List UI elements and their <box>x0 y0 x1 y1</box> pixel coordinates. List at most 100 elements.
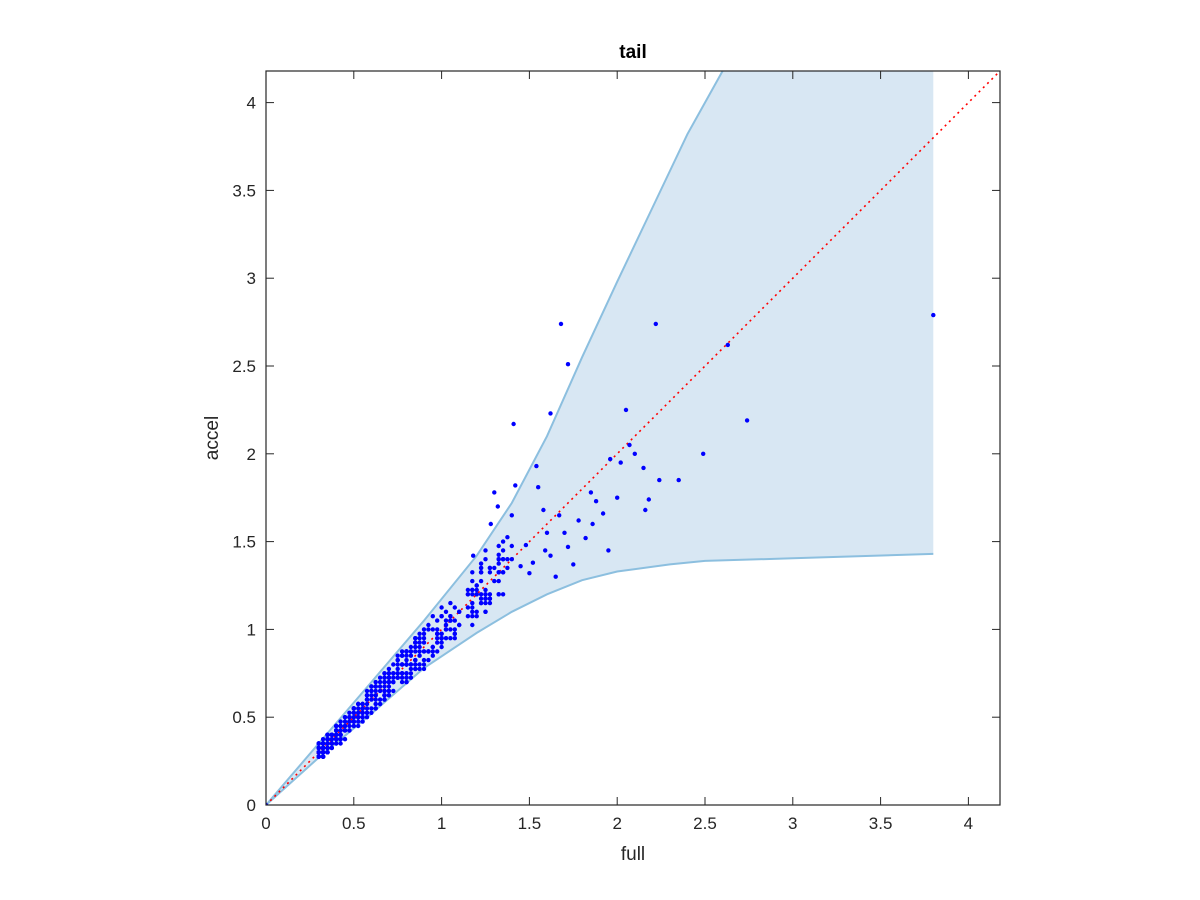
data-point <box>413 649 418 654</box>
data-point <box>623 407 629 413</box>
data-point <box>421 662 427 667</box>
data-point <box>487 596 493 601</box>
data-point <box>413 666 418 672</box>
data-point <box>505 535 510 540</box>
data-point <box>364 697 370 702</box>
y-tick-label: 0.5 <box>232 708 256 727</box>
data-point <box>382 688 387 694</box>
data-point <box>404 649 409 654</box>
data-point <box>338 737 343 742</box>
data-point <box>316 745 321 751</box>
data-point <box>426 627 431 632</box>
data-point <box>325 737 330 742</box>
data-point <box>443 609 449 614</box>
data-point <box>356 719 361 724</box>
data-point <box>334 728 339 733</box>
data-point <box>338 719 343 724</box>
data-point <box>364 715 370 720</box>
chart-title: tail <box>619 42 646 63</box>
data-point <box>342 737 348 742</box>
data-point <box>470 614 475 619</box>
data-point <box>342 715 348 720</box>
data-point <box>382 675 387 680</box>
data-point <box>356 701 361 707</box>
data-point <box>404 679 409 685</box>
data-point <box>448 618 453 623</box>
data-point <box>478 596 484 601</box>
data-point <box>364 693 370 698</box>
data-point <box>496 552 501 557</box>
data-point <box>356 723 361 729</box>
y-tick-label: 2.5 <box>232 357 256 376</box>
x-tick-label: 1 <box>437 814 446 833</box>
data-point <box>435 649 440 654</box>
data-point <box>478 561 484 566</box>
data-point <box>492 578 497 584</box>
data-point <box>452 627 457 632</box>
data-point <box>439 605 444 610</box>
data-point <box>505 565 510 571</box>
data-point <box>641 465 646 471</box>
data-point <box>347 728 352 733</box>
data-point <box>500 539 506 544</box>
data-point <box>483 596 488 601</box>
data-point <box>395 653 400 658</box>
data-point <box>373 697 378 702</box>
data-point <box>615 495 620 500</box>
data-point <box>334 737 339 742</box>
data-point <box>413 657 418 663</box>
data-point <box>646 497 651 502</box>
data-point <box>725 342 730 348</box>
data-point <box>386 666 392 672</box>
x-axis-label: full <box>621 844 645 865</box>
data-point <box>471 553 476 558</box>
data-point <box>430 653 435 658</box>
axes-frame <box>265 70 1001 806</box>
x-tick-label: 3.5 <box>869 814 893 833</box>
data-point <box>500 557 506 562</box>
data-point <box>452 631 457 636</box>
data-point <box>334 732 339 737</box>
data-point <box>457 609 462 614</box>
x-axis-ticks: 0 0.5 1 1.5 2 2.5 3 3.5 4 <box>261 71 973 833</box>
data-point <box>443 618 449 623</box>
data-point <box>351 715 356 720</box>
data-point <box>377 684 383 689</box>
data-point <box>435 627 440 632</box>
data-point <box>320 745 326 751</box>
data-point <box>320 754 326 759</box>
x-tick-label: 0 <box>261 814 270 833</box>
data-point <box>364 688 370 694</box>
data-point <box>430 649 435 654</box>
data-point <box>483 592 488 597</box>
data-point <box>562 530 567 535</box>
data-point <box>500 548 506 553</box>
data-point <box>439 644 444 650</box>
data-point <box>474 609 479 614</box>
data-point <box>483 557 488 562</box>
data-point <box>448 636 453 641</box>
data-point <box>369 710 374 715</box>
data-point <box>457 622 462 628</box>
data-point <box>360 706 365 711</box>
data-point <box>448 600 453 606</box>
data-point <box>404 662 409 667</box>
data-point <box>530 560 536 565</box>
data-point <box>316 754 321 759</box>
data-point <box>470 587 475 593</box>
data-point <box>421 636 427 641</box>
data-point <box>744 418 750 423</box>
data-point <box>408 671 414 676</box>
data-point <box>373 688 378 694</box>
data-point <box>382 693 387 698</box>
data-point <box>474 583 479 588</box>
x-tick-label: 3 <box>788 814 797 833</box>
y-tick-label: 1 <box>247 620 256 639</box>
data-point <box>496 561 501 566</box>
data-point <box>334 741 339 746</box>
data-point <box>399 662 405 667</box>
data-point <box>606 548 611 553</box>
data-point <box>487 592 493 597</box>
data-point <box>435 618 440 623</box>
data-point <box>483 609 488 614</box>
